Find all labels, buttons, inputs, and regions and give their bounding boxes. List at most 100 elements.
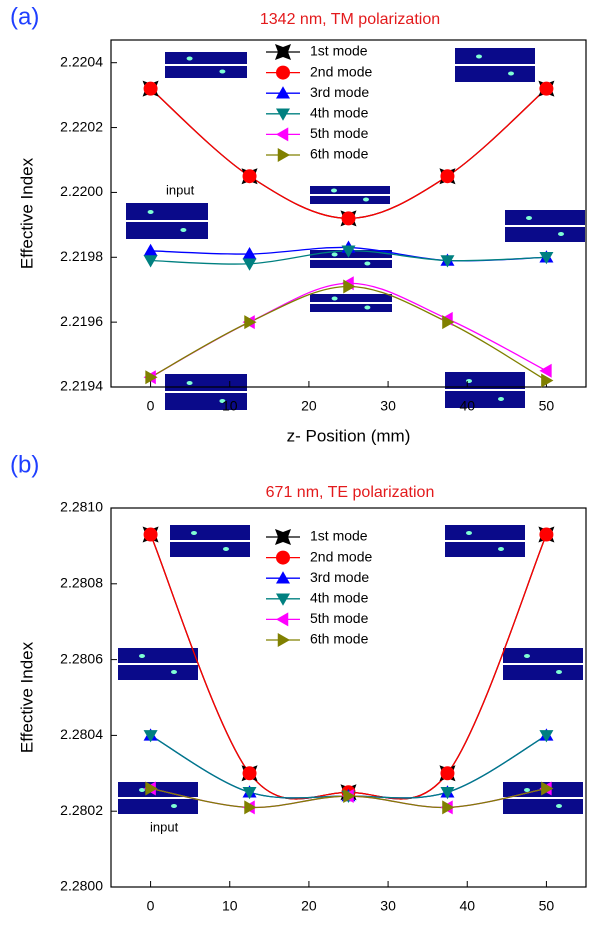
annotation: input: [166, 182, 195, 197]
data-point: [442, 800, 455, 815]
legend-label: 6th mode: [310, 631, 369, 647]
data-point: [343, 789, 356, 804]
mode-spot: [186, 56, 193, 61]
x-tick-label: 20: [301, 398, 317, 414]
legend-marker: [277, 633, 290, 647]
legend-label: 4th mode: [310, 590, 369, 606]
data-point: [539, 81, 554, 96]
panel: (b) 671 nm, TE polarization input 0 10 20 30 40…: [10, 451, 587, 914]
panel: (a) 1342 nm, TM polarization input 0 10 20 30 4…: [10, 3, 587, 445]
data-point: [539, 527, 554, 542]
x-axis-label: z- Position (mm): [287, 426, 411, 445]
mode-spot: [331, 252, 338, 257]
data-point: [541, 373, 554, 388]
y-axis-label: Effective Index: [17, 157, 36, 269]
y-tick-label: 2.2198: [60, 248, 103, 264]
x-tick-label: 30: [380, 398, 396, 414]
data-point: [244, 800, 257, 815]
mode-spot: [364, 261, 371, 266]
data-point: [143, 730, 158, 743]
legend-marker: [276, 65, 290, 80]
mode-spot: [498, 547, 504, 551]
data-point: [242, 247, 257, 260]
mode-spot: [147, 210, 154, 214]
x-tick-label: 40: [459, 898, 475, 914]
annotation: input: [150, 819, 179, 834]
y-tick-label: 2.2202: [60, 118, 103, 134]
legend-label: 1st mode: [310, 528, 368, 544]
legend-marker: [276, 127, 289, 142]
mode-spot: [219, 399, 226, 403]
legend-label: 5th mode: [310, 125, 369, 141]
mode-spot: [186, 381, 193, 385]
mode-spot: [171, 670, 177, 674]
mode-spot: [466, 531, 472, 535]
data-point: [143, 527, 158, 542]
data-point: [440, 255, 455, 268]
legend-marker: [275, 529, 291, 545]
data-point: [145, 370, 158, 385]
data-point: [244, 315, 257, 330]
legend-label: 5th mode: [310, 610, 369, 626]
data-point: [440, 787, 455, 800]
y-tick-label: 2.2204: [60, 53, 103, 69]
legend-label: 1st mode: [310, 43, 368, 59]
y-tick-label: 2.2802: [60, 802, 103, 818]
data-point: [341, 211, 356, 226]
legend-label: 3rd mode: [310, 84, 369, 100]
mode-spot: [524, 788, 530, 792]
mode-spot: [524, 654, 530, 658]
data-point: [541, 781, 554, 796]
data-point: [242, 258, 257, 271]
legend-marker: [276, 86, 290, 99]
mode-spot: [139, 788, 145, 792]
mode-spot: [526, 216, 532, 220]
data-point: [442, 315, 455, 330]
data-point: [341, 245, 356, 258]
mode-spot: [331, 296, 338, 301]
mode-spot: [508, 71, 514, 76]
y-tick-label: 2.2810: [60, 499, 103, 515]
mode-spot: [331, 188, 337, 193]
y-tick-label: 2.2800: [60, 878, 103, 894]
legend-marker: [276, 571, 290, 584]
x-tick-label: 0: [147, 898, 155, 914]
panel-label: (a): [10, 3, 39, 30]
data-point: [539, 252, 554, 265]
data-point: [145, 781, 158, 796]
plot-frame: [110, 39, 587, 388]
data-point: [143, 81, 158, 96]
y-tick-label: 2.2196: [60, 313, 103, 329]
x-tick-label: 20: [301, 898, 317, 914]
x-tick-label: 10: [222, 898, 238, 914]
legend-marker: [277, 148, 290, 162]
mode-spot: [556, 670, 562, 674]
data-point: [242, 787, 257, 800]
mode-spot: [363, 197, 369, 202]
y-tick-label: 2.2806: [60, 650, 103, 666]
panel-label: (b): [10, 451, 39, 478]
x-tick-label: 10: [222, 398, 238, 414]
data-point: [143, 243, 158, 257]
y-tick-label: 2.2804: [60, 726, 103, 742]
mode-spot: [498, 397, 504, 401]
x-tick-label: 40: [459, 398, 475, 414]
y-tick-label: 2.2194: [60, 378, 103, 394]
data-point: [539, 730, 554, 743]
legend-marker: [276, 612, 289, 627]
legend-label: 4th mode: [310, 105, 369, 121]
legend-label: 2nd mode: [310, 548, 372, 564]
legend-label: 3rd mode: [310, 569, 369, 585]
data-point: [242, 169, 257, 184]
y-axis-label: Effective Index: [17, 641, 36, 753]
legend-label: 2nd mode: [310, 63, 372, 79]
mode-spot: [223, 547, 229, 551]
mode-spot: [558, 232, 564, 236]
chart-title: 671 nm, TE polarization: [266, 484, 435, 501]
y-tick-label: 2.2200: [60, 183, 103, 199]
mode-spot: [219, 69, 226, 74]
legend-marker: [276, 550, 290, 565]
data-point: [343, 279, 356, 294]
mode-spot: [191, 531, 197, 535]
legend-marker: [276, 108, 290, 121]
